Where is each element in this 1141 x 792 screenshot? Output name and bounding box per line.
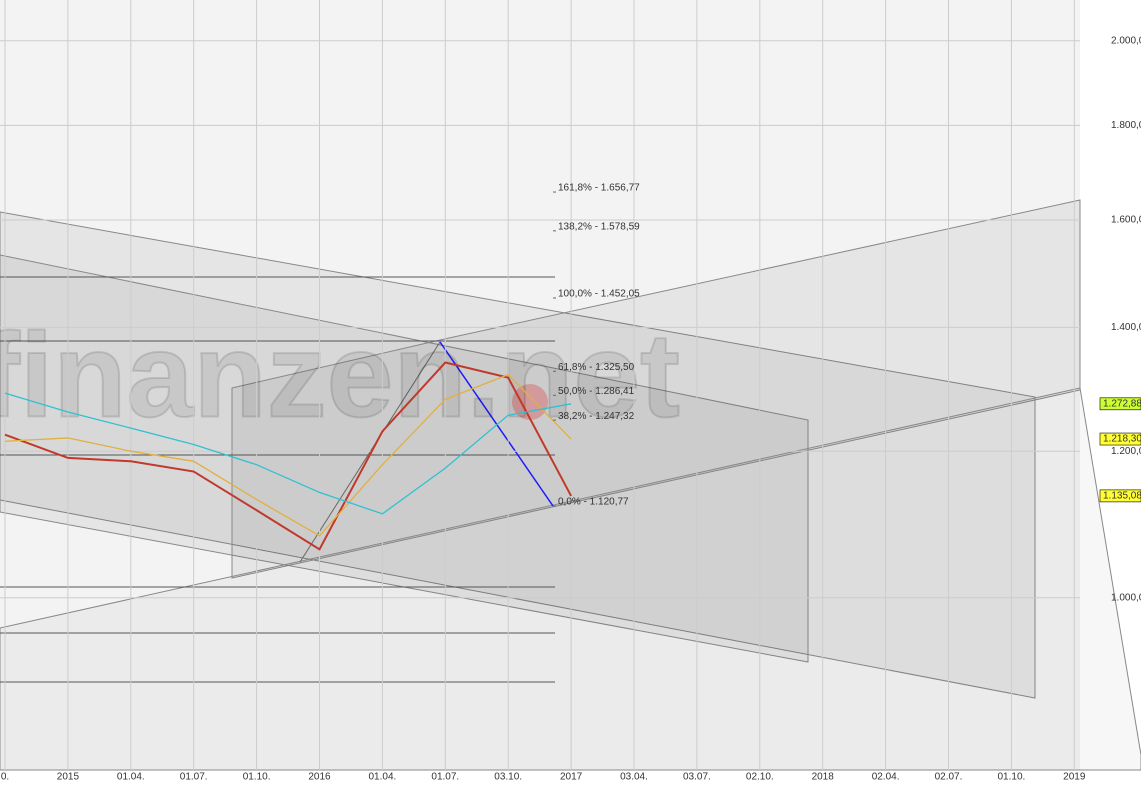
channel — [231, 199, 1081, 579]
price-label: 1.272,88 — [1103, 398, 1141, 409]
x-tick-label: 01.07. — [431, 772, 459, 783]
marker — [512, 384, 548, 420]
x-tick-label: 2015 — [57, 772, 80, 783]
y-tick-label: 1.200,0 — [1111, 446, 1141, 457]
series-line — [4, 392, 572, 515]
y-tick-label: 2.000,0 — [1111, 35, 1141, 46]
trend-line — [439, 341, 554, 507]
x-tick-label: 2019 — [1063, 772, 1086, 783]
price-marker — [1099, 489, 1141, 503]
x-tick-label: 01.07. — [180, 772, 208, 783]
fib-label: 161,8% - 1.656,77 — [558, 183, 640, 194]
channel — [0, 254, 809, 663]
watermark: finanzen.net — [0, 309, 680, 443]
fib-label: 38,2% - 1.247,32 — [558, 411, 635, 422]
x-tick-label: 01.04. — [117, 772, 145, 783]
price-label: 1.218,30 — [1103, 434, 1141, 445]
x-tick-label: 03.07. — [683, 772, 711, 783]
support-lines — [0, 276, 555, 683]
channel — [0, 387, 1141, 771]
y-tick-label: 1.400,0 — [1111, 322, 1141, 333]
y-tick-label: 1.600,0 — [1111, 215, 1141, 226]
series-line — [4, 361, 572, 551]
y-tick-label: 1.800,0 — [1111, 120, 1141, 131]
x-tick-label: 02.04. — [872, 772, 900, 783]
x-tick-label: 2018 — [812, 772, 835, 783]
x-tick-label: 01.10. — [997, 772, 1025, 783]
fib-label: 100,0% - 1.452,05 — [558, 289, 640, 300]
price-marker — [1099, 397, 1141, 411]
price-label: 1.135,08 — [1103, 491, 1141, 502]
x-tick-label: 2017 — [560, 772, 583, 783]
trend-line — [299, 341, 441, 563]
price-marker — [1099, 432, 1141, 446]
fib-label: 138,2% - 1.578,59 — [558, 222, 640, 233]
x-tick-label: 01.10. — [243, 772, 271, 783]
x-tick-label: 02.07. — [935, 772, 963, 783]
x-tick-label: 0. — [1, 772, 9, 783]
fib-label: 50,0% - 1.286,41 — [558, 386, 635, 397]
x-tick-label: 03.10. — [494, 772, 522, 783]
x-tick-label: 2016 — [308, 772, 331, 783]
x-tick-label: 02.10. — [746, 772, 774, 783]
plot-background — [0, 0, 1080, 770]
series-line — [4, 373, 572, 537]
fib-label: 61,8% - 1.325,50 — [558, 362, 635, 373]
fib-label: 0,0% - 1.120,77 — [558, 497, 629, 508]
y-tick-label: 1.000,0 — [1111, 592, 1141, 603]
x-tick-label: 03.04. — [620, 772, 648, 783]
x-tick-label: 01.04. — [368, 772, 396, 783]
